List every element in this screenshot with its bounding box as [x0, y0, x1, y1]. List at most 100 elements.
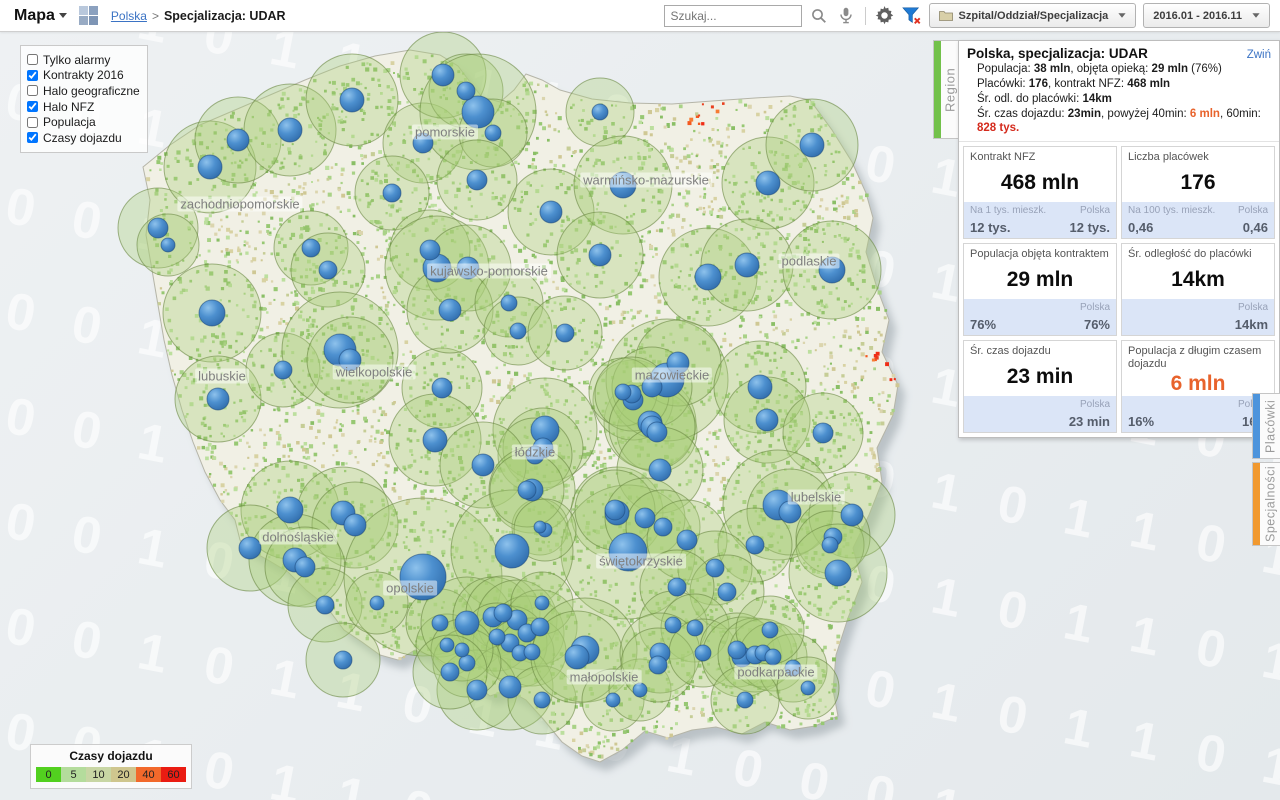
date-range-button[interactable]: 2016.01 - 2016.11: [1143, 3, 1270, 28]
layer-checkbox[interactable]: [27, 85, 38, 97]
facility-bubble[interactable]: [294, 556, 316, 578]
facility-bubble[interactable]: [431, 614, 449, 632]
facility-bubble[interactable]: [431, 377, 453, 399]
facility-bubble[interactable]: [648, 655, 668, 675]
layer-toggle-4[interactable]: Halo NFZ: [27, 99, 141, 115]
facility-bubble[interactable]: [755, 408, 779, 432]
facility-bubble[interactable]: [614, 383, 632, 401]
facility-bubble[interactable]: [646, 421, 668, 443]
facility-bubble[interactable]: [784, 659, 802, 677]
facility-bubble[interactable]: [634, 507, 656, 529]
facility-bubble[interactable]: [840, 503, 864, 527]
apps-grid-icon[interactable]: [78, 5, 99, 26]
facility-bubble[interactable]: [273, 360, 293, 380]
facility-bubble[interactable]: [608, 532, 648, 572]
facility-bubble[interactable]: [609, 171, 637, 199]
search-input[interactable]: [663, 4, 802, 27]
facility-bubble[interactable]: [488, 628, 506, 646]
facility-bubble[interactable]: [338, 348, 362, 372]
layer-checkbox[interactable]: [27, 116, 38, 128]
collapse-link[interactable]: Zwiń: [1246, 49, 1271, 61]
facility-bubble[interactable]: [197, 154, 223, 180]
facility-bubble[interactable]: [800, 680, 816, 696]
search-icon[interactable]: [809, 5, 829, 27]
layer-toggle-1[interactable]: Tylko alarmy: [27, 52, 141, 68]
facility-bubble[interactable]: [694, 263, 722, 291]
app-menu[interactable]: Mapa: [14, 7, 67, 25]
facility-bubble[interactable]: [764, 648, 782, 666]
facility-bubble[interactable]: [641, 376, 663, 398]
facility-bubble[interactable]: [206, 387, 230, 411]
facility-bubble[interactable]: [818, 256, 846, 284]
facility-bubble[interactable]: [431, 63, 455, 87]
layer-checkbox[interactable]: [27, 101, 38, 113]
facility-bubble[interactable]: [339, 87, 365, 113]
facility-bubble[interactable]: [761, 621, 779, 639]
facility-bubble[interactable]: [632, 682, 648, 698]
facility-bubble[interactable]: [500, 294, 518, 312]
facility-bubble[interactable]: [439, 637, 455, 653]
facility-bubble[interactable]: [676, 529, 698, 551]
facility-bubble[interactable]: [747, 374, 773, 400]
facility-bubble[interactable]: [534, 595, 550, 611]
facility-bubble[interactable]: [533, 691, 551, 709]
facility-bubble[interactable]: [494, 533, 530, 569]
facility-bubble[interactable]: [438, 298, 462, 322]
layer-toggle-5[interactable]: Populacja: [27, 114, 141, 130]
facility-bubble[interactable]: [588, 243, 612, 267]
layer-toggle-6[interactable]: Czasy dojazdu: [27, 130, 141, 146]
facility-bubble[interactable]: [755, 170, 781, 196]
facility-bubble[interactable]: [778, 500, 802, 524]
layer-checkbox[interactable]: [27, 54, 38, 66]
filter-funnel-icon[interactable]: [901, 5, 922, 27]
facility-bubble[interactable]: [666, 351, 690, 375]
facility-bubble[interactable]: [734, 252, 760, 278]
facility-bubble[interactable]: [454, 610, 480, 636]
facility-bubble[interactable]: [276, 496, 304, 524]
facility-bubble[interactable]: [799, 132, 825, 158]
microphone-icon[interactable]: [836, 5, 856, 27]
facility-bubble[interactable]: [238, 536, 262, 560]
facility-bubble[interactable]: [667, 577, 687, 597]
facility-bubble[interactable]: [147, 217, 169, 239]
facility-bubble[interactable]: [399, 553, 447, 601]
facility-bubble[interactable]: [664, 616, 682, 634]
facility-bubble[interactable]: [717, 582, 737, 602]
facility-bubble[interactable]: [533, 520, 547, 534]
facility-bubble[interactable]: [525, 445, 545, 465]
facility-bubble[interactable]: [466, 169, 488, 191]
facility-bubble[interactable]: [498, 675, 522, 699]
facility-bubble[interactable]: [517, 480, 537, 500]
facility-bubble[interactable]: [456, 256, 480, 280]
facility-bubble[interactable]: [226, 128, 250, 152]
facility-bubble[interactable]: [412, 132, 434, 154]
facility-bubble[interactable]: [461, 95, 495, 129]
facility-bubble[interactable]: [454, 642, 470, 658]
facility-bubble[interactable]: [653, 517, 673, 537]
facility-bubble[interactable]: [727, 640, 747, 660]
facility-bubble[interactable]: [821, 536, 839, 554]
facility-bubble[interactable]: [318, 260, 338, 280]
facility-bubble[interactable]: [301, 238, 321, 258]
facility-bubble[interactable]: [422, 427, 448, 453]
tab-placowki[interactable]: Placówki: [1252, 393, 1280, 459]
facility-bubble[interactable]: [198, 299, 226, 327]
facility-bubble[interactable]: [555, 323, 575, 343]
facility-bubble[interactable]: [812, 422, 834, 444]
facility-bubble[interactable]: [824, 559, 852, 587]
layer-toggle-2[interactable]: Kontrakty 2016: [27, 68, 141, 84]
facility-bubble[interactable]: [591, 103, 609, 121]
facility-bubble[interactable]: [509, 322, 527, 340]
facility-bubble[interactable]: [745, 535, 765, 555]
facility-bubble[interactable]: [530, 617, 550, 637]
facility-bubble[interactable]: [523, 643, 541, 661]
facility-bubble[interactable]: [484, 124, 502, 142]
facility-bubble[interactable]: [419, 239, 441, 261]
facility-bubble[interactable]: [539, 200, 563, 224]
facility-bubble[interactable]: [471, 453, 495, 477]
facility-bubble[interactable]: [343, 513, 367, 537]
facility-bubble[interactable]: [493, 603, 513, 623]
facility-bubble[interactable]: [705, 558, 725, 578]
entity-filter-button[interactable]: Szpital/Oddział/Specjalizacja: [928, 3, 1137, 28]
